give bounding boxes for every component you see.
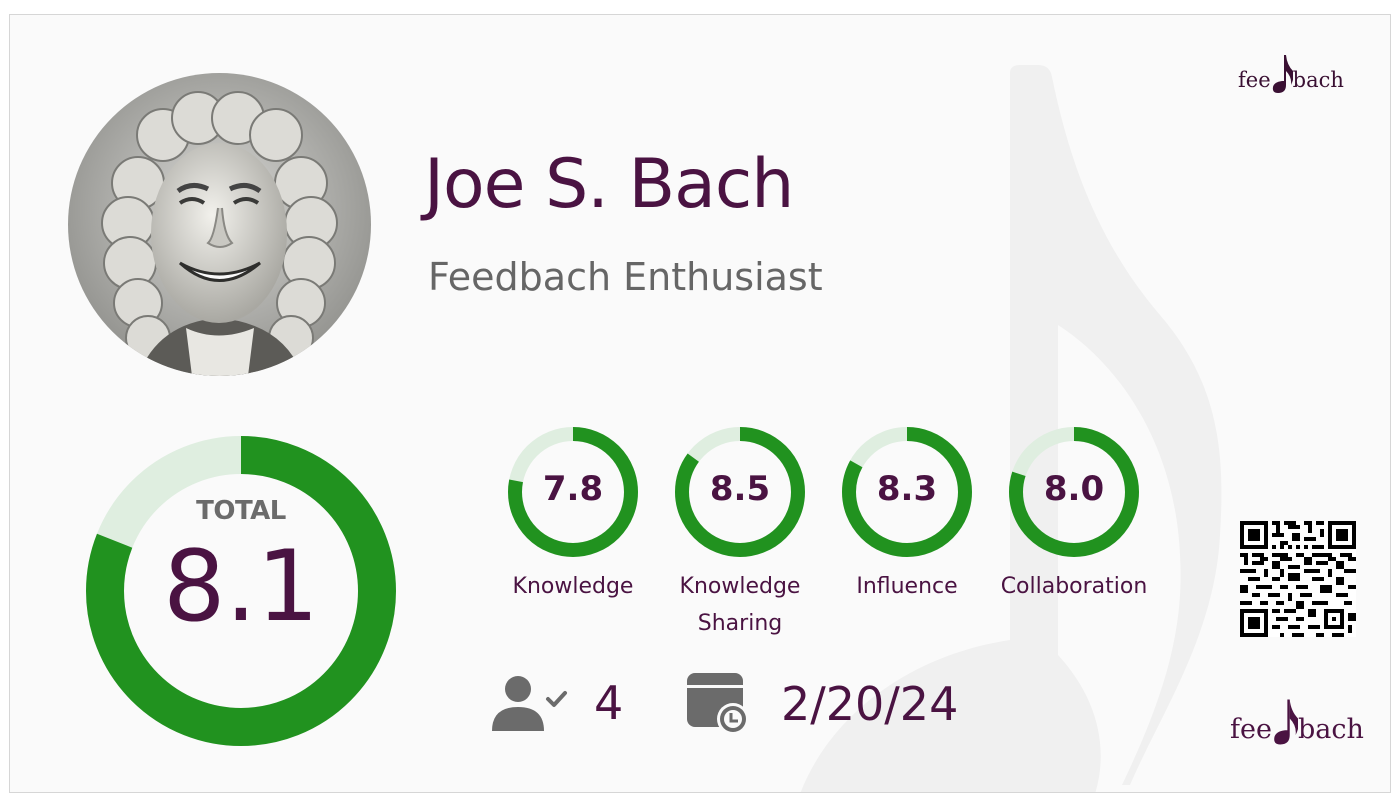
logo-text-right: bach	[1292, 68, 1344, 92]
person-check-icon	[492, 676, 567, 731]
date-value: 2/20/24	[781, 677, 959, 731]
metric-label: Collaboration	[1000, 574, 1148, 599]
metric-label: Knowledge	[512, 574, 634, 599]
total-label: TOTAL	[196, 496, 286, 526]
qr-code-icon[interactable]	[1240, 521, 1356, 637]
calendar-clock-icon	[687, 673, 749, 735]
logo-text-left: fee	[1230, 714, 1272, 745]
metric-label-line2: Sharing	[697, 611, 783, 636]
metric-value: 8.3	[876, 469, 938, 509]
metric-value: 8.0	[1043, 469, 1105, 509]
metric-label: Influence	[856, 574, 958, 599]
reviewers-stat: 4	[492, 675, 623, 731]
logo-text-left: fee	[1238, 68, 1271, 92]
music-note-logo-icon	[1274, 699, 1298, 745]
metric-collaboration: 8.0 Collaboration	[984, 426, 1164, 605]
logo-text-right: bach	[1297, 714, 1364, 745]
date-stat: 2/20/24	[687, 673, 958, 735]
total-value: 8.1	[163, 530, 319, 644]
metric-influence: 8.3 Influence	[817, 426, 997, 605]
collaboration-ring-icon	[1009, 427, 1139, 557]
metric-value: 7.8	[542, 469, 604, 509]
metric-label-line1: Knowledge	[679, 574, 801, 599]
total-score-donut: TOTAL 8.1	[86, 436, 396, 746]
knowledge-ring-icon	[508, 427, 638, 557]
knowledge-sharing-ring-icon	[675, 427, 805, 557]
metric-value: 8.5	[709, 469, 771, 509]
avatar	[68, 73, 371, 376]
influence-ring-icon	[842, 427, 972, 557]
reviewers-count: 4	[594, 676, 624, 730]
feedbach-logo-bottom: fee bach	[1230, 695, 1364, 747]
music-note-logo-icon	[1272, 55, 1293, 93]
metric-label: Knowledge Sharing	[650, 568, 830, 642]
metric-knowledge-sharing: 8.5 Knowledge Sharing	[650, 426, 830, 642]
total-ring-icon	[86, 436, 396, 746]
metric-knowledge: 7.8 Knowledge	[483, 426, 663, 605]
avatar-portrait-icon	[68, 73, 371, 376]
profile-card: Joe S. Bach Feedbach Enthusiast fee bach…	[9, 14, 1391, 793]
profile-name: Joe S. Bach	[424, 145, 794, 224]
feedbach-logo-top: fee bach	[1238, 51, 1344, 95]
profile-title: Feedbach Enthusiast	[428, 255, 823, 299]
